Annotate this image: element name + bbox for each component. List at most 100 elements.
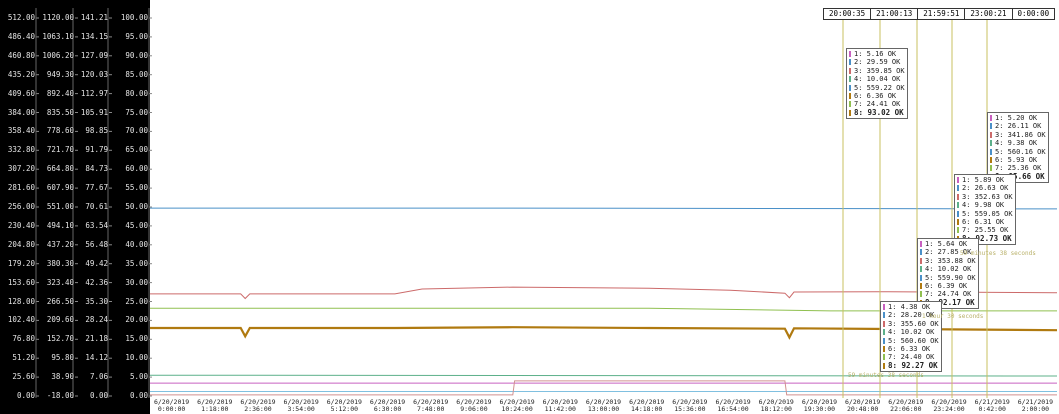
y-tick-label: 664.80 [46,164,74,174]
y-tick-label: 778.60 [46,126,74,136]
y-tick-label: 42.36 [85,277,108,287]
tooltip-row: 4: 10.02 OK [883,328,939,336]
y-tick-label: 55.00 [125,183,148,193]
tooltip-row: 7: 24.41 OK [849,100,905,108]
value-tooltip: 1: 5.64 OK 2: 27.85 OK 3: 353.88 OK 4: 10.0… [917,238,979,310]
y-tick-label: 152.70 [46,334,74,344]
y-tick-label: 0.00 [16,391,35,400]
series-swatch [920,266,922,273]
interval-annotation: 59 minutes 38 seconds [848,372,924,379]
x-tick-label: 6/20/2019 22:06:00 [888,398,924,413]
tooltip-row: 6: 6.33 OK [883,345,939,353]
series-swatch [990,123,992,130]
y-tick-label: 281.60 [7,183,35,193]
series-swatch [957,210,959,217]
tooltip-row: 1: 5.16 OK [849,50,905,58]
y-tick-label: 128.00 [7,296,35,306]
y-tick-label: 80.00 [125,88,148,98]
y-tick-label: 56.48 [85,239,108,249]
series-line [150,380,1057,396]
y-tick-label: 20.00 [125,315,148,325]
y-tick-label: 460.80 [7,50,35,60]
y-tick-label: 105.91 [80,107,108,117]
y-tick-label: 209.60 [46,315,74,325]
x-tick-label: 6/20/2019 2:36:00 [240,398,276,413]
series-line [149,374,1058,377]
tooltip-row: 6: 6.39 OK [920,282,976,290]
series-swatch [990,148,992,155]
series-swatch [990,115,992,121]
x-tick-label: 6/20/2019 23:24:00 [931,398,967,413]
y-tick-label: 30.00 [125,277,148,287]
x-tick-label: 6/20/2019 0:00:00 [153,398,190,413]
y-tick-label: 112.97 [80,88,108,98]
series-swatch [883,346,885,353]
y-tick-label: 551.00 [46,202,74,211]
series-swatch [849,59,851,66]
tooltip-row: 3: 359.85 OK [849,67,905,75]
x-tick-label: 6/20/2019 1:18:00 [197,398,233,413]
x-tick-label: 6/20/2019 13:00:00 [585,398,622,413]
y-tick-label: 35.00 [125,258,148,268]
interval-annotation: 1 hour 30 seconds [922,313,984,320]
y-tick-label: 102.40 [7,315,35,325]
y-tick-label: 0.00 [89,391,108,400]
y-tick-label: 70.61 [85,202,108,211]
series-swatch [883,304,885,310]
y-tick-label: 98.85 [85,126,108,136]
tooltip-row: 5: 559.90 OK [920,274,976,282]
tooltip-row: 7: 25.55 OK [957,226,1013,234]
x-tick-label: 6/20/2019 20:48:00 [845,398,881,413]
series-swatch [883,329,885,336]
tooltip-row: 8: 93.02 OK [849,108,905,117]
y-tick-label: 25.60 [12,372,35,382]
y-tick-label: 358.40 [7,126,35,136]
y-tick-label: 21.18 [85,334,108,344]
tooltip-row: 3: 352.63 OK [957,193,1013,201]
value-tooltip: 1: 5.16 OK 2: 29.59 OK 3: 359.85 OK 4: 10.0… [846,48,908,120]
y-tick-label: 63.54 [85,220,108,230]
tooltip-row: 2: 26.63 OK [957,184,1013,192]
series-swatch [920,283,922,290]
tooltip-row: 4: 9.38 OK [990,139,1046,147]
y-tick-label: 486.40 [7,31,35,41]
series-swatch [883,362,885,369]
tooltip-row: 2: 27.85 OK [920,248,976,256]
series-swatch [920,241,922,247]
series-swatch [957,177,959,183]
series-swatch [849,109,851,116]
tooltip-row: 6: 6.36 OK [849,92,905,100]
y-tick-label: 332.80 [7,145,35,155]
x-tick-label: 6/20/2019 16:54:00 [715,398,751,413]
tooltip-row: 2: 26.11 OK [990,122,1046,130]
tooltip-row: 7: 25.36 OK [990,164,1046,172]
x-tick-label: 6/20/2019 19:30:00 [801,398,838,413]
y-tick-label: 91.79 [85,145,108,155]
y-tick-label: 409.60 [7,88,35,98]
y-tick-label: 512.00 [7,13,35,22]
y-tick-label: 76.80 [12,334,35,344]
series-swatch [883,354,885,361]
y-tick-label: 721.70 [46,145,74,155]
y-tick-label: 90.00 [125,50,148,60]
x-tick-label: 6/20/2019 15:36:00 [672,398,708,413]
series-swatch [849,76,851,83]
y-tick-label: 85.00 [125,69,148,79]
y-tick-label: 35.30 [85,296,108,306]
y-tick-label: 5.00 [129,372,148,382]
cursor-time: 21:00:13 [871,9,919,19]
y-tick-label: 25.00 [125,296,148,306]
y-tick-label: 380.30 [46,258,74,268]
series-swatch [957,193,959,200]
tooltip-row: 6: 5.93 OK [990,156,1046,164]
tooltip-row: 3: 353.88 OK [920,257,976,265]
y-tick-label: 75.00 [125,107,148,117]
series-line [150,326,1058,340]
tooltip-row: 3: 355.60 OK [883,320,939,328]
y-tick-label: 266.50 [46,296,74,306]
tooltip-row: 7: 24.40 OK [883,353,939,361]
series-swatch [883,312,885,319]
y-tick-label: 494.10 [46,220,74,230]
y-tick-label: 384.00 [7,107,35,117]
